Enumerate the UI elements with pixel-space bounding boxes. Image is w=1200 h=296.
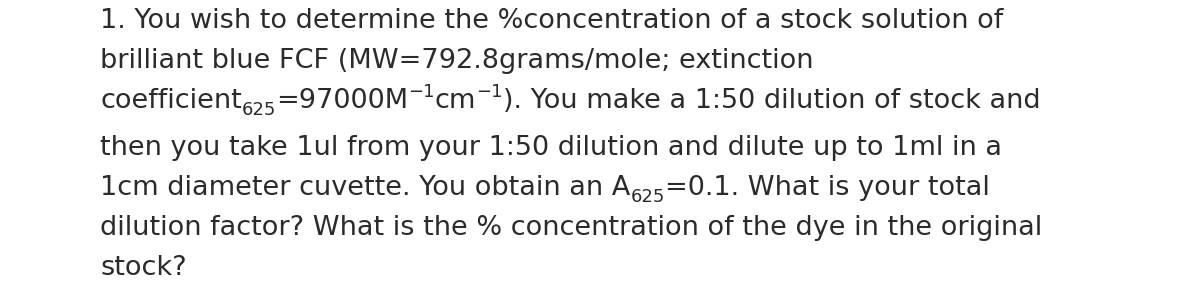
Text: brilliant blue FCF (MW=792.8grams/mole; extinction: brilliant blue FCF (MW=792.8grams/mole; … (100, 48, 814, 74)
Text: stock?: stock? (100, 255, 187, 281)
Text: −1: −1 (408, 83, 434, 101)
Text: 1cm diameter cuvette. You obtain an A: 1cm diameter cuvette. You obtain an A (100, 175, 630, 201)
Text: 625: 625 (630, 188, 665, 206)
Text: 1. You wish to determine the %concentration of a stock solution of: 1. You wish to determine the %concentrat… (100, 8, 1003, 34)
Text: then you take 1ul from your 1:50 dilution and dilute up to 1ml in a: then you take 1ul from your 1:50 dilutio… (100, 135, 1002, 161)
Text: ). You make a 1:50 dilution of stock and: ). You make a 1:50 dilution of stock and (503, 88, 1040, 114)
Text: coefficient: coefficient (100, 88, 241, 114)
Text: −1: −1 (476, 83, 503, 101)
Text: =97000M: =97000M (276, 88, 408, 114)
Text: 625: 625 (241, 101, 276, 119)
Text: dilution factor? What is the % concentration of the dye in the original: dilution factor? What is the % concentra… (100, 215, 1043, 241)
Text: =0.1. What is your total: =0.1. What is your total (665, 175, 990, 201)
Text: cm: cm (434, 88, 476, 114)
